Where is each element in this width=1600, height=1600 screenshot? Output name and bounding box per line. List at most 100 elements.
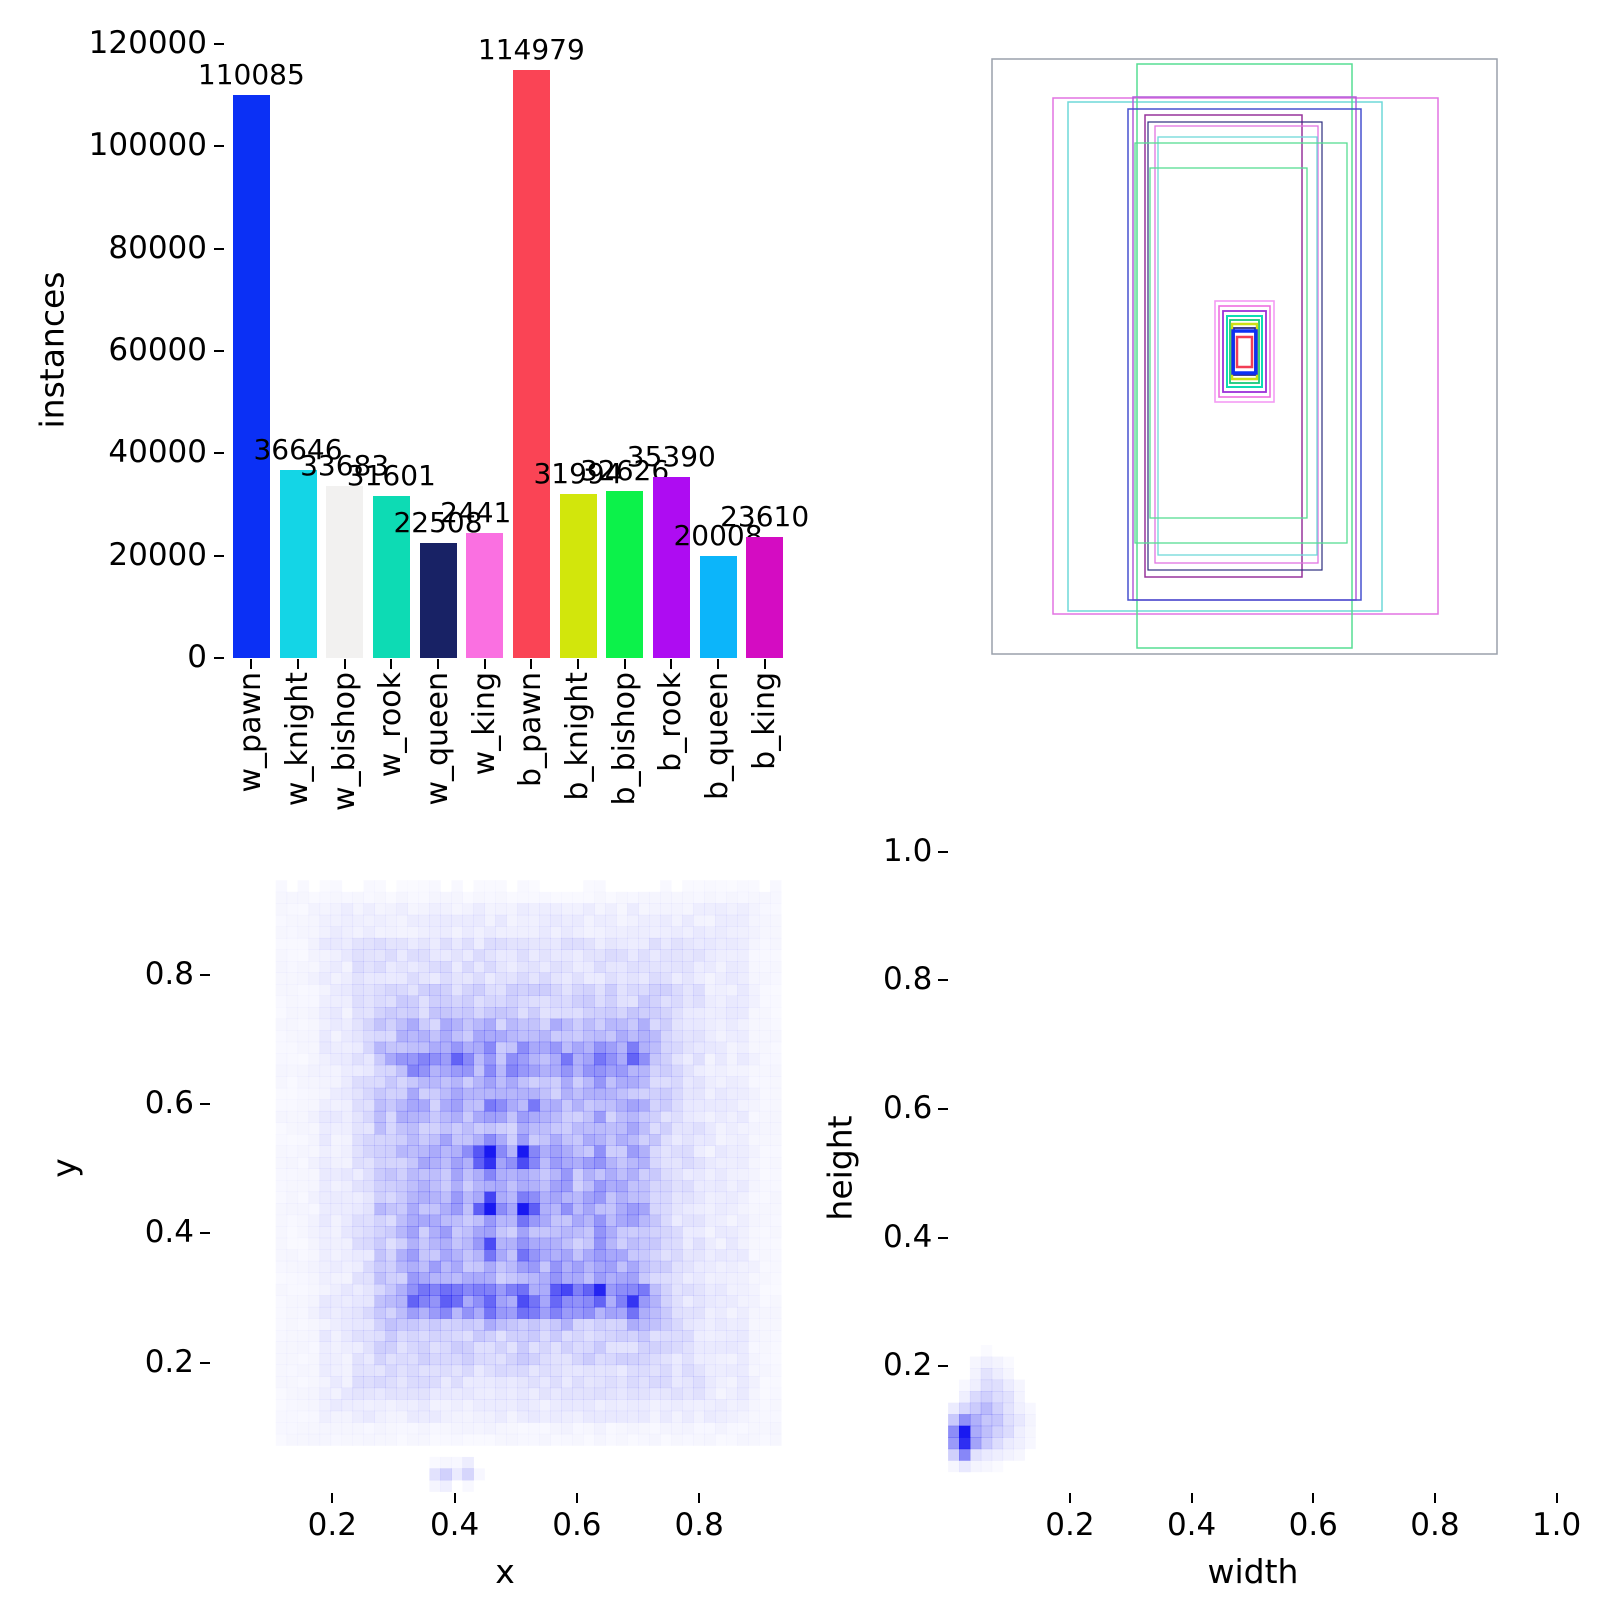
heatmap-cell: [385, 1110, 397, 1123]
heatmap-cell: [594, 1283, 606, 1296]
heatmap-cell: [594, 1306, 606, 1319]
heatmap-cell: [276, 1422, 288, 1434]
heatmap-cell: [704, 880, 716, 892]
heatmap-cell: [517, 1249, 529, 1262]
heatmap-cell: [737, 1180, 749, 1193]
heatmap-cell: [759, 1376, 771, 1388]
heatmap-cell: [495, 1191, 507, 1204]
heatmap-cell: [517, 1422, 529, 1434]
heatmap-cell: [583, 1353, 595, 1366]
heatmap-cell: [550, 1007, 562, 1020]
bar-category-label: b_knight: [560, 672, 595, 801]
heatmap-cell: [638, 1434, 650, 1446]
heatmap-cell: [385, 1330, 397, 1342]
heatmap-cell: [671, 1434, 683, 1446]
heatmap-cell: [319, 1260, 332, 1273]
heatmap-wh-ytick-label: 0.8: [883, 961, 933, 998]
heatmap-cell: [462, 1226, 474, 1239]
heatmap-cell: [539, 1410, 551, 1423]
bar-value-label: 31601: [346, 459, 436, 493]
heatmap-cell: [770, 961, 782, 973]
heatmap-cell: [506, 1203, 518, 1216]
heatmap-cell: [583, 1422, 595, 1435]
heatmap-cell: [429, 1330, 441, 1342]
heatmap-cell: [385, 1134, 397, 1146]
heatmap-cell: [991, 1391, 1004, 1404]
heatmap-cell: [660, 1387, 672, 1400]
heatmap-cell: [726, 1157, 738, 1169]
heatmap-cell: [649, 1306, 661, 1319]
heatmap-cell: [309, 984, 321, 996]
heatmap-cell: [462, 1387, 474, 1400]
heatmap-cell: [298, 1434, 310, 1446]
heatmap-cell: [550, 1434, 562, 1446]
heatmap-cell: [396, 1122, 408, 1135]
heatmap-cell: [473, 914, 485, 927]
heatmap-cell: [693, 880, 705, 892]
heatmap-cell: [429, 1007, 441, 1020]
heatmap-cell: [528, 1283, 540, 1296]
heatmap-cell: [737, 926, 749, 939]
heatmap-cell: [286, 1007, 299, 1020]
heatmap-cell: [561, 1341, 573, 1354]
heatmap-cell: [462, 1422, 474, 1435]
heatmap-cell: [726, 1203, 738, 1216]
heatmap-cell: [276, 1099, 288, 1111]
heatmap-cell: [693, 1318, 705, 1331]
heatmap-cell: [605, 995, 617, 1008]
heatmap-cell: [407, 1064, 419, 1077]
heatmap-cell: [506, 1157, 518, 1169]
heatmap-cell: [704, 937, 716, 950]
heatmap-cell: [374, 1157, 386, 1169]
heatmap-cell: [539, 1180, 551, 1193]
heatmap-cell: [484, 880, 496, 892]
heatmap-cell: [330, 1122, 343, 1135]
heatmap-cell: [616, 1087, 628, 1100]
heatmap-wh-ytick-mark: [938, 1365, 949, 1368]
heatmap-cell: [374, 1272, 386, 1285]
heatmap-cell: [671, 1134, 683, 1146]
heatmap-cell: [429, 1237, 441, 1250]
heatmap-cell: [484, 1076, 496, 1089]
heatmap-cell: [407, 1306, 419, 1319]
heatmap-cell: [287, 1388, 299, 1400]
heatmap-cell: [561, 1076, 573, 1089]
bar-category-label: w_king: [466, 672, 502, 776]
heatmap-cell: [319, 961, 332, 973]
heatmap-cell: [407, 1157, 419, 1169]
heatmap-cell: [715, 1157, 727, 1169]
heatmap-cell: [397, 880, 409, 892]
heatmap-cell: [594, 1353, 606, 1366]
heatmap-cell: [583, 1260, 595, 1273]
heatmap-cell: [726, 1191, 738, 1204]
heatmap-cell: [759, 1388, 771, 1400]
heatmap-cell: [715, 1099, 727, 1112]
heatmap-cell: [517, 1214, 529, 1227]
heatmap-cell: [506, 961, 518, 973]
heatmap-cell: [671, 1099, 683, 1112]
heatmap-cell: [572, 1203, 584, 1216]
heatmap-cell: [331, 1434, 343, 1446]
heatmap-cell: [309, 996, 321, 1008]
heatmap-cell: [572, 1122, 584, 1135]
heatmap-cell: [715, 880, 727, 892]
heatmap-cell: [440, 1295, 452, 1308]
heatmap-cell: [1002, 1368, 1014, 1381]
heatmap-cell: [451, 1295, 463, 1308]
heatmap-cell: [980, 1414, 993, 1427]
heatmap-cell: [440, 1376, 452, 1389]
heatmap-cell: [759, 1284, 771, 1296]
heatmap-cell: [440, 1076, 452, 1089]
heatmap-cell: [572, 1226, 584, 1239]
heatmap-cell: [980, 1448, 993, 1461]
heatmap-cell: [627, 926, 639, 939]
heatmap-cell: [330, 972, 343, 985]
heatmap-cell: [693, 1180, 705, 1193]
heatmap-cell: [539, 1007, 551, 1020]
heatmap-cell: [649, 1041, 661, 1054]
heatmap-cell: [550, 1226, 562, 1239]
heatmap-cell: [715, 984, 727, 996]
heatmap-cell: [385, 1226, 397, 1239]
heatmap-cell: [660, 1191, 672, 1204]
heatmap-cell: [572, 1134, 584, 1146]
